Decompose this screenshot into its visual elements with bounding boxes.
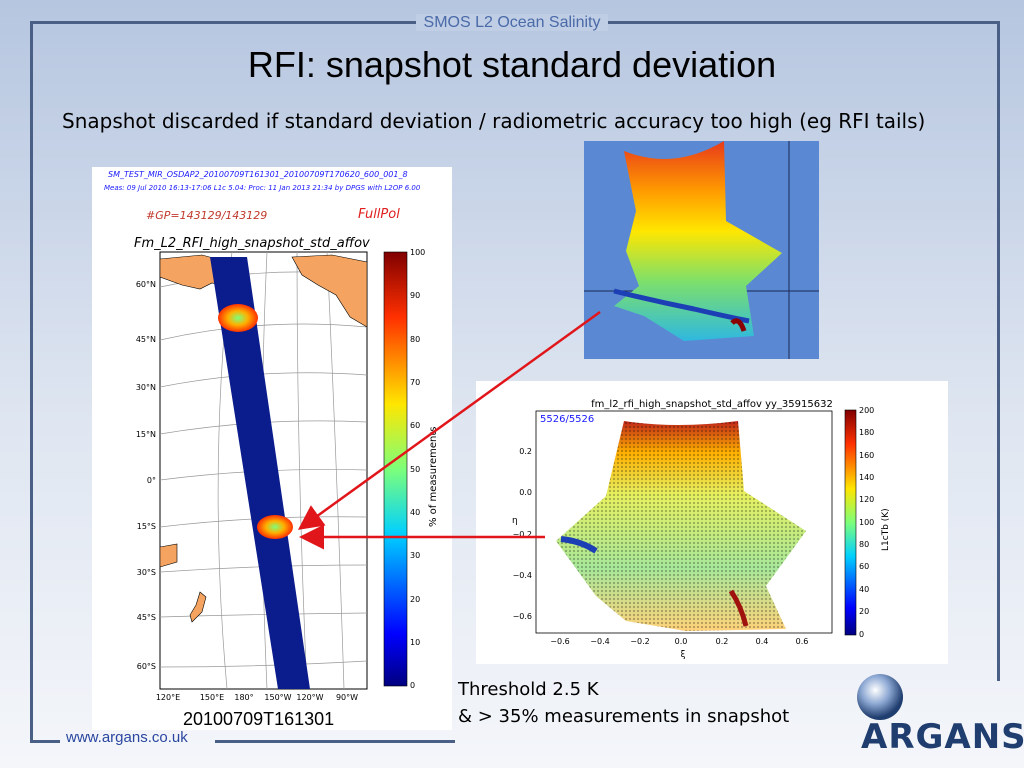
map-lon-label: 120°E	[156, 693, 180, 702]
map-colorbar-tick: 60	[410, 421, 420, 430]
globe-icon	[857, 674, 903, 720]
scatter-x-tick: −0.4	[590, 637, 609, 646]
scatter-colorbar-tick: 160	[859, 451, 874, 460]
map-rfi-hotspot-south	[257, 515, 293, 539]
scatter-x-tick: −0.6	[550, 637, 569, 646]
map-lat-label: 30°S	[137, 568, 156, 577]
scatter-y-tick: −0.6	[513, 612, 532, 621]
map-colorbar-tick: 0	[410, 681, 415, 690]
map-lon-label: 120°W	[296, 693, 323, 702]
threshold-text: Threshold 2.5 K	[458, 679, 599, 700]
rfi-map-panel: SM_TEST_MIR_OSDAP2_20100709T161301_20100…	[92, 167, 452, 730]
scatter-colorbar-tick: 0	[859, 630, 864, 639]
snapshot-zoom-svg	[584, 141, 819, 359]
scatter-x-tick: 0.4	[756, 637, 769, 646]
map-lat-label: 15°S	[137, 522, 156, 531]
map-colorbar-tick: 20	[410, 595, 420, 604]
map-swath	[210, 257, 310, 689]
scatter-colorbar-tick: 140	[859, 473, 874, 482]
scatter-count: 5526/5526	[540, 414, 594, 425]
scatter-x-label: ξ	[680, 650, 685, 660]
frame-bottom-line-right	[215, 740, 455, 743]
snapshot-scatter-svg: fm_l2_rfi_high_snapshot_std_affov yy_359…	[512, 399, 891, 660]
map-lat-label: 45°S	[137, 613, 156, 622]
map-mode: FullPol	[358, 207, 400, 222]
scatter-title: fm_l2_rfi_high_snapshot_std_affov yy_359…	[591, 399, 833, 410]
frame-right-line	[997, 21, 1000, 681]
map-colorbar-tick: 10	[410, 638, 420, 647]
scatter-x-tick: 0.2	[716, 637, 729, 646]
scatter-y-tick: −0.2	[513, 530, 532, 539]
frame-left-line	[30, 21, 33, 741]
scatter-colorbar-tick: 60	[859, 562, 869, 571]
rfi-map-svg: SM_TEST_MIR_OSDAP2_20100709T161301_20100…	[104, 170, 439, 702]
map-colorbar	[383, 251, 408, 687]
argans-logo-text: ARGANS	[861, 717, 1024, 757]
scatter-y-label: η	[512, 516, 518, 526]
map-landmass	[159, 254, 368, 623]
map-colorbar-label: % of measurements	[428, 427, 439, 527]
map-colorbar-tick: 90	[410, 291, 420, 300]
map-lat-label: 0°	[147, 476, 156, 485]
scatter-y-tick: 0.0	[519, 488, 532, 497]
scatter-colorbar-tick: 40	[859, 585, 869, 594]
map-date-label: 20100709T161301	[183, 709, 335, 729]
map-colorbar-tick: 80	[410, 335, 420, 344]
map-colorbar-tick: 30	[410, 551, 420, 560]
scatter-colorbar-label: L1cTb (K)	[881, 508, 891, 551]
slide-title: RFI: snapshot standard deviation	[247, 44, 777, 85]
measurements-text: & > 35% measurements in snapshot	[458, 706, 790, 727]
scatter-colorbar-tick: 100	[859, 518, 874, 527]
map-gp-count: #GP=143129/143129	[146, 209, 267, 222]
scatter-x-tick: 0.0	[675, 637, 688, 646]
header-label-text: SMOS L2 Ocean Salinity	[415, 14, 609, 31]
map-rfi-hotspot-north	[218, 304, 258, 332]
map-plot-title: Fm_L2_RFI_high_snapshot_std_affov	[134, 236, 370, 251]
scatter-colorbar	[844, 409, 857, 636]
map-lat-label: 15°N	[136, 430, 156, 439]
argans-logo	[843, 670, 1019, 758]
map-lon-label: 150°E	[200, 693, 224, 702]
scatter-colorbar-tick: 120	[859, 495, 874, 504]
map-meta: Meas: 09 Jul 2010 16:13-17:06 L1c 5.04: …	[104, 184, 421, 192]
map-lat-label: 45°N	[136, 335, 156, 344]
map-colorbar-tick: 70	[410, 378, 420, 387]
scatter-colorbar-tick: 80	[859, 540, 869, 549]
map-lat-label: 60°N	[136, 280, 156, 289]
snapshot-scatter-panel: fm_l2_rfi_high_snapshot_std_affov yy_359…	[476, 381, 948, 664]
scatter-x-tick: 0.6	[796, 637, 809, 646]
map-file-name: SM_TEST_MIR_OSDAP2_20100709T161301_20100…	[108, 170, 408, 179]
scatter-colorbar-tick: 200	[859, 406, 874, 415]
footer-url[interactable]: www.argans.co.uk	[66, 729, 188, 746]
scatter-colorbar-tick: 20	[859, 607, 869, 616]
header-label: SMOS L2 Ocean Salinity	[0, 14, 1024, 32]
map-lat-label: 60°S	[137, 662, 156, 671]
map-lat-label: 30°N	[136, 383, 156, 392]
scatter-colorbar-tick: 180	[859, 428, 874, 437]
scatter-y-tick: 0.2	[519, 447, 532, 456]
scatter-y-tick: −0.4	[513, 571, 532, 580]
map-lon-label: 180°	[234, 693, 253, 702]
map-colorbar-tick: 40	[410, 508, 420, 517]
map-lon-label: 150°W	[264, 693, 291, 702]
frame-bottom-line	[30, 740, 60, 743]
map-colorbar-tick: 50	[410, 465, 420, 474]
slide-subtitle: Snapshot discarded if standard deviation…	[62, 109, 926, 133]
threshold-notes: Threshold 2.5 K & > 35% measurements in …	[458, 676, 789, 730]
scatter-x-tick: −0.2	[630, 637, 649, 646]
map-lon-label: 90°W	[336, 693, 358, 702]
snapshot-zoom-shape	[614, 141, 782, 341]
snapshot-zoom-image	[584, 141, 819, 359]
map-colorbar-tick: 100	[410, 248, 425, 257]
